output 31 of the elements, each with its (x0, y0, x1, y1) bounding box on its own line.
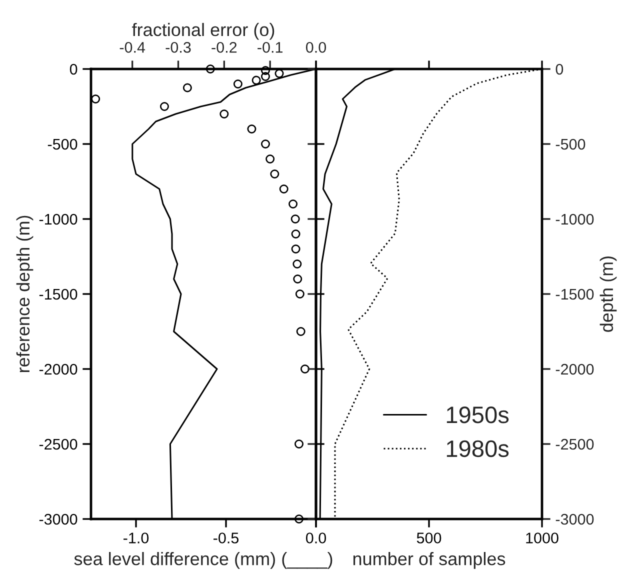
y2-axis-title: depth (m) (600, 256, 617, 332)
y-tick-label: -1000 (39, 214, 78, 225)
x2-axis-title: fractional error (o) (132, 22, 274, 40)
y2-tick-label: -1000 (556, 214, 594, 225)
y2-tick-label: -2500 (556, 438, 594, 450)
y-tick-label: -500 (48, 138, 78, 150)
y2-tick-label: -2000 (556, 364, 594, 375)
x-tick-label: 500 (416, 532, 442, 544)
y-tick-label: -3000 (39, 514, 78, 525)
x-tick-label: 0.0 (306, 532, 326, 544)
x-tick-label: -0.5 (214, 532, 239, 544)
x-tick-label: -1.0 (124, 532, 149, 544)
y2-tick-label: 0 (556, 64, 564, 75)
y-tick-label: 0 (70, 64, 78, 75)
x2-tick-label: -0.4 (120, 42, 146, 53)
legend-label: 1950s (446, 406, 509, 424)
y-tick-label: -2500 (39, 438, 78, 450)
y2-tick-label: -500 (556, 138, 586, 150)
y2-tick-label: -1500 (556, 288, 594, 300)
x2-tick-label: -0.2 (212, 42, 237, 53)
y-axis-title: reference depth (m) (16, 216, 34, 372)
x-axis-title: sea level difference (mm) (____) (74, 552, 332, 569)
x-axis-title: number of samples (353, 552, 506, 569)
legend-label: 1980s (446, 440, 509, 458)
y2-tick-label: -3000 (556, 514, 594, 525)
x2-tick-label: -0.3 (166, 42, 191, 53)
x2-tick-label: -0.1 (258, 42, 282, 53)
y-tick-label: -2000 (39, 364, 78, 375)
x2-tick-label: 0.0 (306, 42, 326, 53)
y-tick-label: -1500 (39, 288, 78, 300)
x-tick-label: 1000 (526, 532, 558, 544)
